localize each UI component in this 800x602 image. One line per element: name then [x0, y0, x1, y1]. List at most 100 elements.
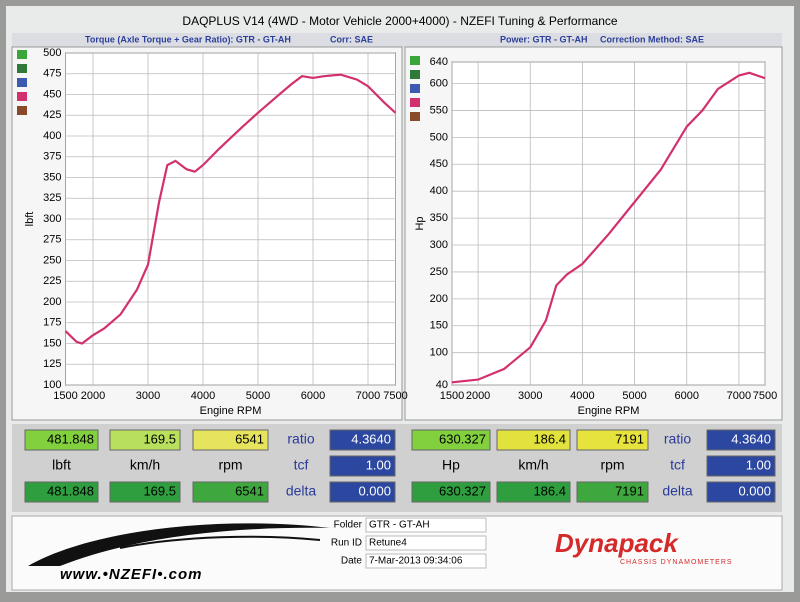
x-tick-label: 3000 — [518, 390, 542, 402]
value-cell — [109, 429, 181, 451]
y-tick-label: 450 — [430, 158, 448, 170]
x-tick-label: 5000 — [246, 390, 270, 402]
readout-value: 4.3640 — [351, 431, 391, 446]
readout-value: 0.000 — [358, 483, 391, 498]
x-tick-label: 4000 — [570, 390, 594, 402]
value-cell — [706, 481, 776, 503]
y-tick-label: 500 — [430, 131, 448, 143]
x-tick-label: 7000 — [356, 390, 380, 402]
subtitle-bar — [12, 33, 782, 47]
y-tick-label: 40 — [436, 379, 448, 391]
x-tick-label: 7000 — [727, 390, 751, 402]
x-tick-label: 2000 — [81, 390, 105, 402]
run-id: Retune4 — [369, 538, 407, 549]
x-axis-label: Engine RPM — [200, 405, 262, 417]
value-cell — [411, 429, 491, 451]
y-tick-label: 250 — [430, 266, 448, 278]
y-tick-label: 640 — [430, 56, 448, 68]
readout-value: 630.327 — [439, 483, 486, 498]
y-tick-label: 400 — [430, 185, 448, 197]
chart-subtitle: Power: GTR - GT-AH — [500, 34, 588, 44]
readout-label: ratio — [664, 431, 691, 447]
value-cell — [576, 481, 649, 503]
brand: Dynapack — [555, 528, 679, 558]
x-tick-label: 5000 — [622, 390, 646, 402]
readout-label: ratio — [287, 431, 314, 447]
x-tick-label: 7500 — [383, 390, 407, 402]
y-tick-label: 150 — [43, 337, 61, 349]
value-cell — [192, 429, 269, 451]
legend-swatches — [17, 50, 420, 121]
y-tick-label: 375 — [43, 151, 61, 163]
x-tick-label: 7500 — [753, 390, 777, 402]
brand-sub: CHASSIS DYNAMOMETERS — [620, 559, 733, 566]
field — [365, 517, 487, 533]
plot-area — [451, 61, 766, 386]
swatch — [410, 98, 420, 107]
readout-value: 7191 — [615, 483, 644, 498]
readout-value: 186.4 — [533, 483, 566, 498]
value-cell — [496, 429, 571, 451]
value-cell — [192, 481, 269, 503]
date: 7-Mar-2013 09:34:06 — [369, 556, 463, 567]
readout-unit: rpm — [600, 457, 624, 473]
readout-value: 0.000 — [738, 483, 771, 498]
y-tick-label: 400 — [43, 130, 61, 142]
y-tick-label: 300 — [430, 239, 448, 251]
y-tick-label: 275 — [43, 234, 61, 246]
readout-value: 630.327 — [439, 431, 486, 446]
readout-unit: km/h — [130, 457, 160, 473]
value-cell — [411, 481, 491, 503]
readout-label: delta — [662, 483, 693, 499]
x-tick-label: 3000 — [136, 390, 160, 402]
value-cell — [24, 429, 99, 451]
y-axis-label: lbft — [24, 212, 36, 227]
readout-value: 6541 — [235, 483, 264, 498]
correction: Corr: SAE — [330, 34, 373, 44]
date-label: Date — [341, 556, 363, 567]
y-tick-label: 100 — [430, 347, 448, 359]
readout-value: 4.3640 — [731, 431, 771, 446]
swatch — [17, 50, 27, 59]
y-tick-label: 150 — [430, 320, 448, 332]
readout-value: 481.848 — [47, 431, 94, 446]
field — [365, 553, 487, 569]
swatch — [17, 64, 27, 73]
y-tick-label: 200 — [43, 296, 61, 308]
value-cell — [109, 481, 181, 503]
readout-value: 169.5 — [143, 431, 176, 446]
readout-value: 1.00 — [366, 457, 391, 472]
readout-value: 186.4 — [533, 431, 566, 446]
y-tick-label: 500 — [43, 47, 61, 59]
swatch — [410, 70, 420, 79]
data-line — [451, 71, 766, 384]
value-cell — [576, 429, 649, 451]
correction: Correction Method: SAE — [600, 34, 704, 44]
readout-unit: Hp — [442, 457, 460, 473]
run-label: Run ID — [331, 538, 362, 549]
website: www.•NZEFI•.com — [60, 566, 202, 583]
logo-swoosh — [28, 523, 330, 566]
swatch — [17, 106, 27, 115]
value-cell — [706, 455, 776, 477]
value-cell — [24, 481, 99, 503]
x-axis-label: Engine RPM — [578, 405, 640, 417]
readout-value: 7191 — [615, 431, 644, 446]
readout-label: delta — [286, 483, 317, 499]
y-tick-label: 200 — [430, 293, 448, 305]
readout-value: 1.00 — [746, 457, 771, 472]
readout-unit: rpm — [218, 457, 242, 473]
y-tick-label: 300 — [43, 213, 61, 225]
y-tick-label: 125 — [43, 358, 61, 370]
y-tick-label: 175 — [43, 317, 61, 329]
x-tick-label: 4000 — [191, 390, 215, 402]
swatch — [410, 84, 420, 93]
field — [365, 535, 487, 551]
swatch — [410, 56, 420, 65]
folder-label: Folder — [334, 520, 363, 531]
sheet-title: DAQPLUS V14 (4WD - Motor Vehicle 2000+40… — [182, 14, 618, 28]
y-tick-label: 225 — [43, 275, 61, 287]
y-tick-label: 600 — [430, 77, 448, 89]
